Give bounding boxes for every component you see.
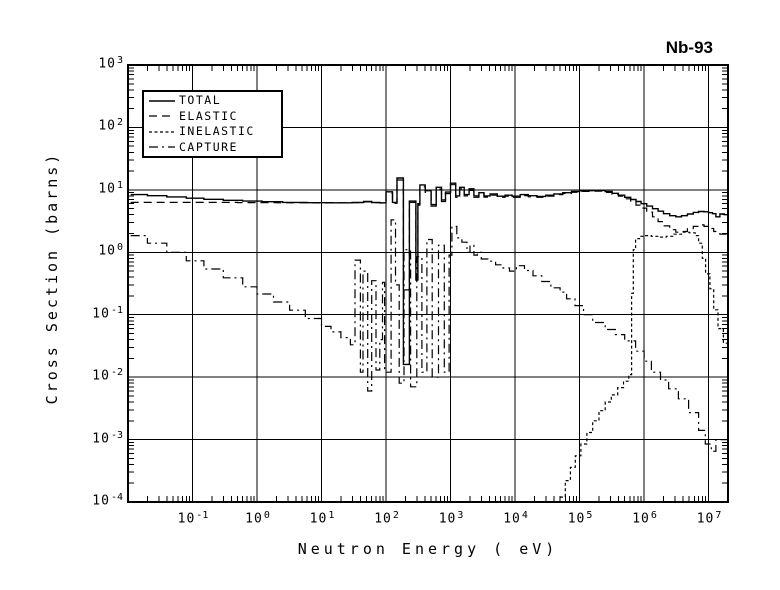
y-tick-label-10e-1: 10-1: [92, 304, 123, 322]
plot-title: Nb-93: [665, 38, 713, 57]
legend-item-inelastic: INELASTIC: [148, 124, 281, 139]
y-tick-label-10e2: 102: [98, 117, 123, 134]
grid-lines: [128, 65, 728, 502]
capture-line-sample: [149, 146, 175, 148]
y-axis-title: Cross Section (barns): [43, 151, 61, 405]
curve-capture: [130, 219, 728, 452]
y-tick-label-10e3: 103: [98, 55, 123, 72]
x-tick-label-10e5: 105: [567, 510, 593, 527]
x-tick-label-10e-1: 10-1: [177, 510, 209, 527]
legend-item-elastic: ELASTIC: [148, 109, 281, 124]
grid-path: [128, 65, 728, 502]
x-tick-label-10e0: 100: [245, 510, 270, 527]
y-tick-label-10e-4: 10-4: [92, 492, 123, 509]
legend-item-total: TOTAL: [148, 93, 281, 108]
y-tick-label-10e0: 100: [98, 242, 123, 259]
y-tick-label-10e1: 101: [98, 179, 123, 197]
total-line-sample: [149, 100, 175, 102]
x-tick-label-10e4: 104: [503, 510, 528, 527]
plot-border: [127, 64, 729, 503]
x-tick-label-10e6: 106: [632, 510, 657, 527]
axis-minor-ticks: [128, 65, 728, 502]
minor-tick-path: [128, 65, 728, 502]
y-tick-label-10e-3: 10-3: [92, 429, 123, 446]
x-tick-label-10e7: 107: [696, 510, 722, 527]
curve-total: [130, 177, 728, 366]
inelastic-line-sample: [149, 131, 175, 133]
y-tick-label-10e-2: 10-2: [92, 367, 123, 384]
x-tick-label-10e2: 102: [374, 510, 399, 527]
legend-label-elastic: ELASTIC: [179, 108, 238, 123]
legend-item-capture: CAPTURE: [148, 140, 281, 155]
curve-elastic: [130, 179, 728, 291]
data-curves: [130, 177, 728, 498]
elastic-line-sample: [149, 115, 175, 117]
legend-label-total: TOTAL: [179, 93, 222, 108]
x-tick-label-10e1: 101: [309, 510, 335, 527]
legend-label-inelastic: INELASTIC: [179, 124, 255, 139]
x-tick-label-10e3: 103: [438, 510, 464, 527]
curve-inelastic: [560, 231, 728, 498]
legend: TOTAL ELASTIC INELASTIC CAPTURE: [142, 90, 283, 158]
x-axis-title: Neutron Energy ( eV): [297, 540, 559, 558]
legend-label-capture: CAPTURE: [179, 139, 238, 154]
